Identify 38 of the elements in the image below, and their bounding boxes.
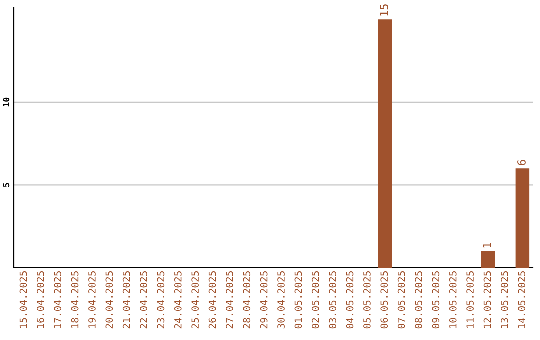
bar <box>516 168 530 268</box>
x-tick-label: 25.04.2025 <box>192 272 200 329</box>
x-tick-label: 10.05.2025 <box>449 272 457 328</box>
x-tick-label: 03.05.2025 <box>329 272 336 329</box>
x-tick-label: 28.04.2025 <box>243 272 251 329</box>
data-label: 6 <box>518 160 526 166</box>
x-tick-label: 02.05.2025 <box>312 272 320 329</box>
bar <box>481 251 496 268</box>
x-tick-label: 26.04.2025 <box>208 272 216 329</box>
x-tick-label: 20.04.2025 <box>106 272 114 329</box>
x-tick-label: 11.05.2025 <box>466 272 474 328</box>
x-tick-label: 30.04.2025 <box>278 272 285 329</box>
x-tick-label: 17.04.2025 <box>54 272 62 328</box>
x-tick-label: 24.04.2025 <box>174 272 182 329</box>
y-tick-label: 5 <box>3 183 10 188</box>
x-tick-label: 07.05.2025 <box>398 272 406 329</box>
x-tick-label: 21.04.2025 <box>122 272 130 329</box>
x-tick-label: 14.05.2025 <box>518 272 526 328</box>
x-tick-label: 27.04.2025 <box>226 272 234 329</box>
x-tick-label: 19.04.2025 <box>88 272 96 328</box>
x-tick-label: 16.04.2025 <box>36 272 44 328</box>
x-tick-label: 01.05.2025 <box>294 272 302 329</box>
x-tick-label: 23.04.2025 <box>157 272 165 329</box>
x-tick-label: 13.05.2025 <box>500 272 508 328</box>
bar <box>378 20 392 268</box>
data-label: 15 <box>380 4 388 16</box>
x-tick-label: 29.04.2025 <box>260 272 268 329</box>
x-tick-label: 18.04.2025 <box>71 272 79 328</box>
x-tick-label: 15.04.2025 <box>20 272 28 328</box>
x-tick-label: 09.05.2025 <box>432 272 440 329</box>
x-tick-label: 22.04.2025 <box>140 272 148 329</box>
x-tick-label: 08.05.2025 <box>415 272 422 329</box>
x-tick-label: 06.05.2025 <box>380 272 388 329</box>
data-label: 1 <box>483 243 492 248</box>
y-tick-label: 10 <box>3 98 10 107</box>
x-tick-label: 12.05.2025 <box>484 272 492 328</box>
x-tick-label: 05.05.2025 <box>364 272 371 329</box>
x-tick-label: 04.05.2025 <box>346 272 354 329</box>
